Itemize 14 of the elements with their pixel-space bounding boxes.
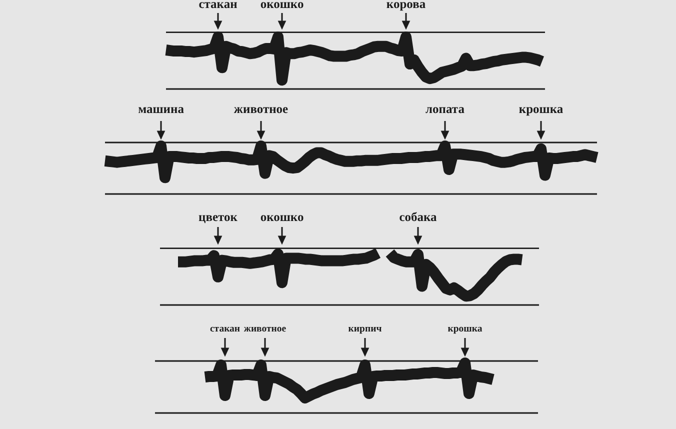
x-tick-label: окошко bbox=[260, 210, 304, 224]
x-tick-label: окошко bbox=[260, 0, 304, 12]
x-tick-label: крошка bbox=[448, 324, 482, 335]
x-tick-label: крошка bbox=[518, 102, 564, 116]
x-tick-label: корова bbox=[386, 0, 426, 12]
x-tick-label: собака bbox=[399, 210, 438, 224]
x-tick-label: цветок bbox=[198, 210, 238, 224]
x-tick-label: животное bbox=[234, 102, 289, 116]
x-tick-label: животное bbox=[244, 324, 287, 335]
x-tick-label: стакан bbox=[198, 0, 238, 12]
x-tick-label: машина bbox=[138, 102, 185, 116]
x-tick-label: лопата bbox=[426, 102, 466, 116]
x-tick-label: стакан bbox=[210, 324, 240, 335]
x-tick-label: кирпич bbox=[348, 324, 382, 335]
